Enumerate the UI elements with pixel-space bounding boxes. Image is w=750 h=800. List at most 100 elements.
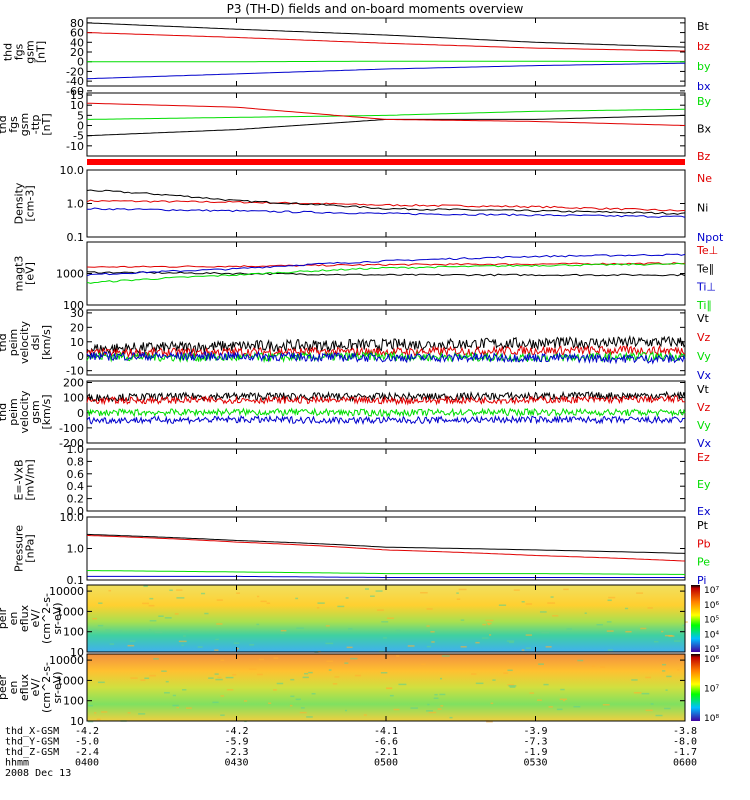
spectrogram-texture — [665, 689, 668, 691]
legend-label: Ez — [697, 451, 710, 464]
footer-value: -1.7 — [673, 747, 697, 758]
y-axis-label-line: [km/s] — [40, 394, 53, 429]
spectrogram-texture — [268, 702, 272, 705]
spectrogram-texture — [119, 630, 122, 632]
spectrogram-texture — [350, 657, 358, 660]
spectrogram-texture — [487, 623, 491, 626]
spectrogram-texture — [426, 608, 433, 610]
spectrogram-texture — [180, 630, 189, 632]
spectrogram-texture — [161, 670, 167, 672]
footer: thd_X-GSM -4.2 -4.2 -4.1 -3.9 -3.8 thd_Y-GSM -5… — [5, 726, 697, 779]
spectrogram-texture — [306, 716, 313, 718]
spectrogram-texture — [607, 649, 614, 651]
legend-label: Ni — [697, 202, 708, 215]
legend-label: Vx — [697, 369, 712, 382]
spectrogram-texture — [507, 669, 513, 672]
spectrogram-texture — [490, 702, 494, 705]
y-tick-label: 10000 — [49, 585, 84, 598]
spectrogram-texture — [538, 663, 544, 665]
series-line — [86, 22, 686, 48]
spectrogram-texture — [149, 628, 152, 631]
spectrogram-texture — [475, 641, 480, 644]
y-tick-label: 0.8 — [67, 455, 85, 468]
status-bar — [87, 159, 685, 165]
y-axis-label-line: thd — [0, 403, 9, 421]
spectrogram-texture — [174, 613, 179, 615]
spectrogram-texture — [559, 698, 567, 701]
legend-label: Vz — [697, 331, 711, 344]
footer-row-label: thd_Z-GSM — [5, 747, 59, 758]
plot-title: P3 (TH-D) fields and on-board moments ov… — [227, 2, 524, 16]
series-line — [86, 570, 686, 575]
spectrogram-texture — [666, 675, 672, 678]
spectrogram-texture — [164, 692, 170, 694]
footer-value: -2.1 — [374, 747, 398, 758]
series-line — [86, 199, 686, 212]
y-tick-label: -40 — [66, 75, 84, 88]
y-tick-label: -20 — [66, 65, 84, 78]
spectrogram-texture — [386, 687, 393, 690]
y-tick-label: 20 — [70, 46, 84, 59]
legend-label: By — [697, 95, 712, 108]
spectrogram-texture — [407, 645, 415, 647]
series-line — [86, 394, 686, 406]
spectrogram-texture — [393, 708, 400, 711]
spectrogram-texture — [185, 707, 192, 709]
footer-value: -8.0 — [673, 737, 697, 748]
panels: 806040200-20-40-60thdfgsgsm[nT]Btbzbybx1… — [0, 17, 724, 728]
colorbar-tick-label: 10⁷ — [704, 685, 719, 695]
y-tick-label: 1000 — [56, 674, 84, 687]
spectrogram-texture — [354, 674, 362, 677]
series-line — [87, 207, 686, 218]
y-axis-label-line: fgs — [7, 116, 20, 133]
y-tick-label: 1.0 — [67, 443, 85, 456]
spectrogram-texture — [94, 712, 97, 714]
y-axis-label-line: Pressure — [13, 525, 26, 572]
y-tick-label: 100 — [63, 695, 84, 708]
spectrogram-texture — [591, 665, 596, 667]
series-line — [87, 108, 685, 120]
spectrogram-texture — [606, 621, 612, 623]
spectrogram-texture — [92, 617, 98, 620]
spectrogram-texture — [142, 602, 150, 605]
spectrogram-texture — [661, 663, 667, 666]
spectrogram-texture — [216, 623, 223, 625]
spectrogram-texture — [396, 655, 400, 657]
y-tick-label: 20 — [70, 321, 84, 334]
footer-value: -6.6 — [374, 737, 398, 748]
spectrogram-texture — [348, 628, 353, 630]
spectrogram-texture — [344, 709, 348, 712]
spectrogram-texture — [460, 619, 465, 621]
legend-label: Ey — [697, 478, 711, 491]
spectrogram-texture — [212, 701, 219, 704]
y-tick-label: 0.2 — [67, 493, 85, 506]
y-axis-label: thdpeimvelocitygsm[km/s] — [0, 390, 53, 433]
y-axis-label-line: fgs — [13, 43, 26, 60]
spectrogram-texture — [178, 640, 187, 643]
legend-label: Vz — [697, 401, 711, 414]
y-axis-label: E=-VxB[mV/m] — [13, 459, 37, 500]
panel-9: 10⁷ 10⁶ 10⁵ 10⁴ 10³ 10000 1000 100 10 thdpeirenef… — [0, 584, 719, 659]
y-tick-label: -10 — [66, 140, 84, 153]
panel-3: 10.0 1.0 0.1 Density[cm-3] Ne Ni Npot — [13, 164, 724, 244]
panel-7: 1.00.80.60.40.20.0 E=-VxB[mV/m] Ez Ey Ex — [13, 443, 711, 518]
spectrogram-texture — [507, 684, 515, 686]
y-axis-label-line: [eV] — [24, 262, 37, 285]
y-tick-label: 0.4 — [67, 480, 85, 493]
spectrogram-texture — [596, 624, 603, 626]
spectrogram-texture — [426, 710, 433, 712]
spectrogram-texture — [440, 705, 444, 707]
spectrogram-texture — [653, 640, 659, 643]
spectrogram-texture — [389, 694, 394, 697]
series-line — [86, 390, 686, 403]
spectrogram-texture — [428, 711, 437, 714]
y-tick-label: 0 — [77, 56, 84, 69]
spectrogram-texture — [295, 597, 299, 600]
spectrogram-texture — [249, 644, 255, 646]
legend-label: Bx — [697, 123, 712, 136]
spectrogram-texture — [154, 631, 163, 634]
y-axis-label-line: thd — [0, 115, 9, 133]
footer-value: -5.0 — [75, 737, 99, 748]
